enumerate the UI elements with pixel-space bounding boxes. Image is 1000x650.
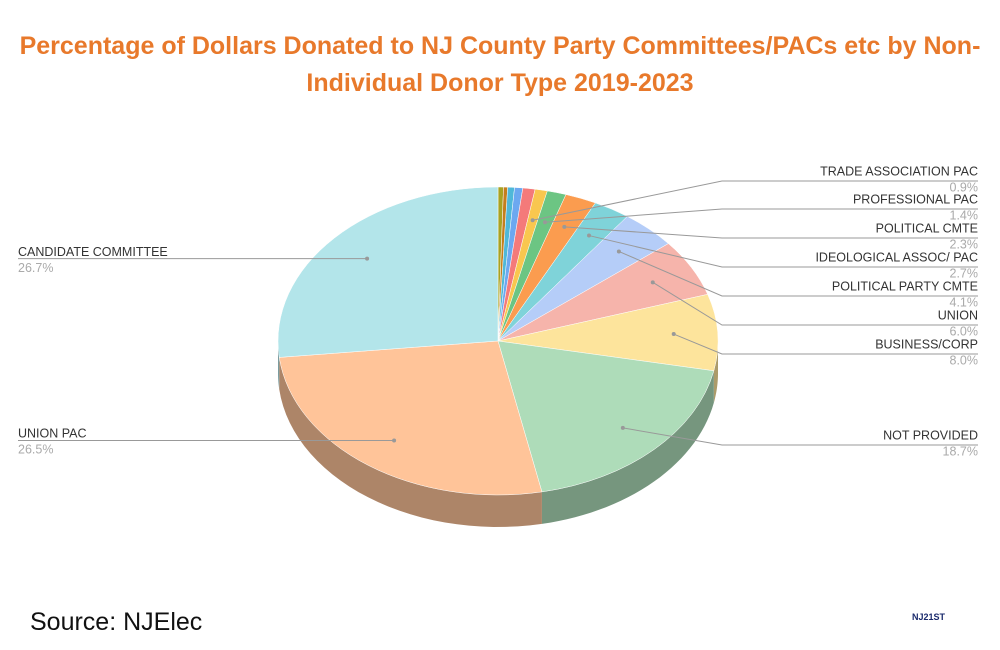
leader-line bbox=[588, 235, 978, 268]
leader-line bbox=[564, 226, 978, 239]
leader-dot bbox=[562, 224, 567, 229]
slice bbox=[497, 294, 719, 372]
logo: NJ21ST bbox=[912, 612, 946, 622]
slice-value-label: 4.1% bbox=[950, 295, 979, 309]
slice-label: UNION bbox=[938, 308, 978, 322]
slice-label: TRADE ASSOCIATION PAC bbox=[820, 164, 978, 178]
leader-dot bbox=[616, 249, 621, 254]
slice-label: CANDIDATE COMMITTEE bbox=[18, 245, 168, 259]
slice-label: NOT PROVIDED bbox=[883, 428, 978, 442]
slice-value-label: 2.3% bbox=[950, 237, 979, 251]
leader-dot bbox=[365, 256, 370, 261]
leader-line bbox=[618, 250, 978, 297]
leader-line bbox=[532, 180, 978, 221]
slice-label: POLITICAL PARTY CMTE bbox=[832, 279, 978, 293]
slice-label: IDEOLOGICAL ASSOC/ PAC bbox=[815, 250, 978, 264]
slice-value-label: 6.0% bbox=[950, 324, 979, 338]
slice-value-label: 26.5% bbox=[18, 443, 53, 457]
leader-dot bbox=[542, 220, 547, 225]
slice-value-label: 1.4% bbox=[950, 208, 979, 222]
slice-label: POLITICAL CMTE bbox=[876, 221, 978, 235]
source-note: Source: NJElec bbox=[30, 608, 203, 636]
slice bbox=[497, 340, 715, 493]
leader-line bbox=[622, 427, 978, 446]
slice-value-label: 26.7% bbox=[18, 261, 53, 275]
slice-value-label: 2.7% bbox=[950, 266, 979, 280]
slice-label: BUSINESS/CORP bbox=[875, 337, 978, 351]
chart-title: Percentage of Dollars Donated to NJ Coun… bbox=[19, 32, 981, 97]
slice-value-label: 18.7% bbox=[943, 444, 978, 458]
leader-dot bbox=[587, 233, 592, 238]
slice-side bbox=[278, 341, 280, 390]
slice-value-label: 0.9% bbox=[950, 180, 979, 194]
slice-label: PROFESSIONAL PAC bbox=[853, 192, 978, 206]
leader-dot bbox=[620, 425, 625, 430]
leader-dot bbox=[530, 218, 535, 223]
leader-dot bbox=[671, 332, 676, 337]
slice bbox=[277, 186, 499, 358]
slice-label: UNION PAC bbox=[18, 427, 87, 441]
slice bbox=[278, 340, 543, 496]
leader-line bbox=[652, 281, 978, 326]
leader-line bbox=[673, 333, 978, 355]
leader-dot bbox=[392, 438, 397, 443]
leader-line bbox=[544, 208, 978, 223]
leader-dot bbox=[650, 280, 655, 285]
slice-value-label: 8.0% bbox=[950, 353, 979, 367]
slice-side bbox=[541, 370, 714, 524]
